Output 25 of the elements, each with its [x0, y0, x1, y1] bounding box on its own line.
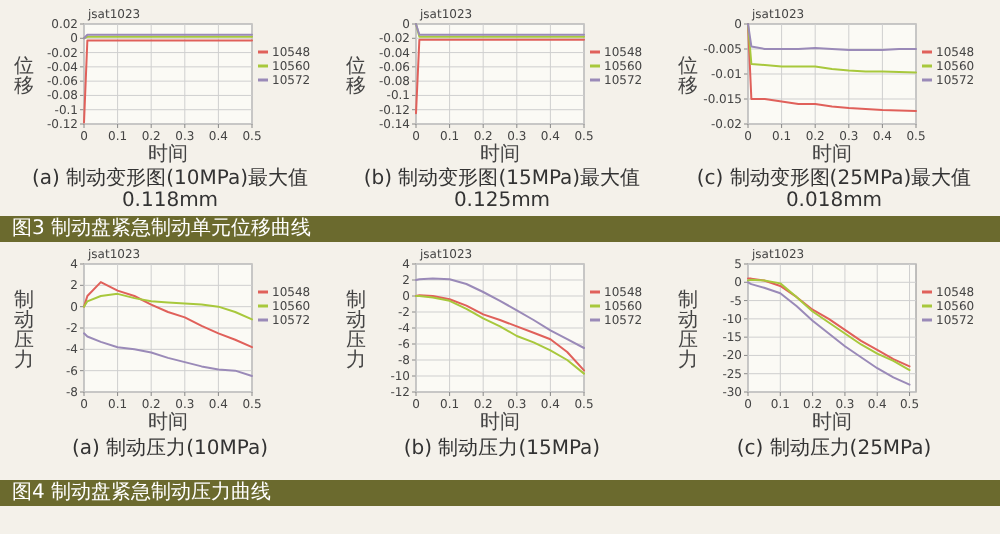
- y-axis-title: 位移: [14, 54, 34, 98]
- x-axis-title: 时间: [148, 142, 188, 166]
- line-series: [83, 281, 253, 349]
- x-axis-title: 时间: [812, 142, 852, 166]
- y-axis-title: 位移: [678, 54, 698, 98]
- x-axis-title: 时间: [812, 410, 852, 434]
- text: (c) 制动压力(25MPa): [734, 438, 934, 460]
- y-axis-title: 制动压力: [346, 288, 366, 372]
- line-series: [747, 281, 911, 386]
- y-axis-title: 制动压力: [14, 288, 34, 372]
- y-axis-title: 制动压力: [678, 288, 698, 372]
- text: (a) 制动压力(10MPa): [70, 438, 270, 460]
- caption: 图4 制动盘紧急制动压力曲线: [0, 480, 1000, 506]
- line-series: [83, 292, 253, 321]
- line-series: [83, 332, 253, 377]
- caption: 图3 制动盘紧急制动单元位移曲线: [0, 216, 1000, 242]
- line-series: [415, 277, 585, 349]
- text: (b) 制动变形图(15MPa)最大值0.125mm: [361, 168, 643, 212]
- y-axis-title: 位移: [346, 54, 366, 98]
- x-axis-title: 时间: [480, 142, 520, 166]
- text: (a) 制动变形图(10MPa)最大值0.118mm: [30, 168, 310, 212]
- text: (b) 制动压力(15MPa): [401, 438, 603, 460]
- x-axis-title: 时间: [480, 410, 520, 434]
- x-axis-title: 时间: [148, 410, 188, 434]
- text: (c) 制动变形图(25MPa)最大值0.018mm: [694, 168, 974, 212]
